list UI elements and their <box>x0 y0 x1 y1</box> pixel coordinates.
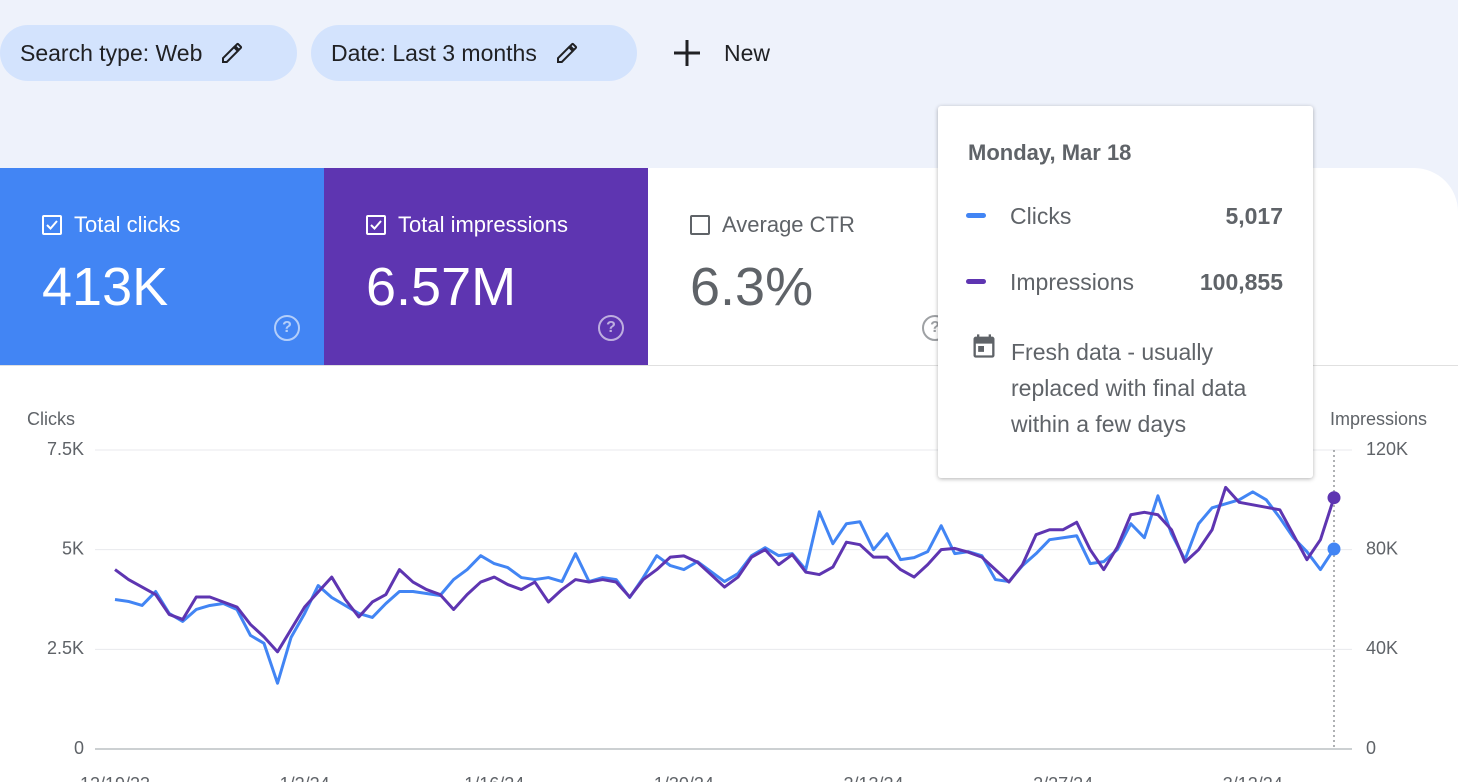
note-line: within a few days <box>1011 411 1187 437</box>
chart: Clicks Impressions 0 2.5K 5K 7.5K 0 40K 80K 120… <box>0 365 1458 782</box>
hover-dot <box>1327 542 1341 556</box>
metric-value: 6.3% <box>690 257 814 317</box>
legend-swatch <box>966 279 986 284</box>
tooltip-note: Fresh data - usually replaced with final … <box>1011 334 1246 442</box>
y2-tick-label: 0 <box>1366 738 1376 758</box>
legend-swatch <box>966 213 986 218</box>
metric-tile[interactable]: Total impressions 6.57M? <box>324 168 648 365</box>
y2-axis-title: Impressions <box>1330 409 1427 429</box>
tooltip-date: Monday, Mar 18 <box>968 140 1132 165</box>
note-line: replaced with final data <box>1011 375 1247 401</box>
y-axis-title: Clicks <box>27 409 75 429</box>
tooltip: Monday, Mar 18 Clicks 5,017 Impressions … <box>938 106 1313 478</box>
checkbox <box>366 215 386 235</box>
metric-tile[interactable]: Total clicks 413K? <box>0 168 324 365</box>
x-tick-label: 2/13/24 <box>843 774 903 782</box>
new-button[interactable]: New <box>672 36 770 70</box>
hover-dot <box>1327 491 1341 505</box>
x-tick-label: 2/27/24 <box>1033 774 1093 782</box>
y2-tick-label: 40K <box>1366 638 1398 658</box>
filter-chip[interactable]: Date: Last 3 months <box>311 25 637 81</box>
checkbox <box>42 215 62 235</box>
edit-icon <box>556 43 577 63</box>
y-tick-label: 0 <box>74 738 84 758</box>
filter-chip[interactable]: Search type: Web <box>0 25 297 81</box>
y2-tick-label: 120K <box>1366 439 1408 459</box>
plus-icon <box>674 40 700 66</box>
x-tick-label: 1/30/24 <box>654 774 714 782</box>
y-tick-label: 5K <box>62 538 84 558</box>
note-line: Fresh data - usually <box>1011 339 1213 365</box>
chip-label: Search type: Web <box>20 39 203 66</box>
x-tick-label: 12/19/23 <box>80 774 150 782</box>
x-tick-label: 1/16/24 <box>464 774 524 782</box>
metric-label: Total clicks <box>74 212 181 237</box>
help-icon[interactable]: ? <box>274 315 300 341</box>
metric-tile[interactable]: Average CTR 6.3%? <box>648 168 972 365</box>
calendar-icon <box>973 334 995 358</box>
help-icon[interactable]: ? <box>598 315 624 341</box>
metric-value: 6.57M <box>366 257 517 317</box>
x-tick-label: 3/12/24 <box>1223 774 1283 782</box>
y-tick-label: 7.5K <box>47 439 84 459</box>
x-tick-label: 1/2/24 <box>280 774 330 782</box>
tooltip-value: 5,017 <box>1225 203 1283 229</box>
tooltip-label: Impressions <box>1010 269 1134 295</box>
button-label: New <box>724 39 771 66</box>
tooltip-label: Clicks <box>1010 203 1072 229</box>
edit-icon <box>222 43 243 63</box>
metric-label: Total impressions <box>398 212 568 237</box>
checkbox <box>690 215 710 235</box>
series-line <box>114 485 1336 654</box>
metric-value: 413K <box>42 257 169 317</box>
y2-tick-label: 80K <box>1366 538 1398 558</box>
series-line <box>114 490 1336 685</box>
metric-label: Average CTR <box>722 212 855 237</box>
tooltip-value: 100,855 <box>1199 269 1283 295</box>
chip-label: Date: Last 3 months <box>331 39 537 66</box>
y-tick-label: 2.5K <box>47 638 84 658</box>
